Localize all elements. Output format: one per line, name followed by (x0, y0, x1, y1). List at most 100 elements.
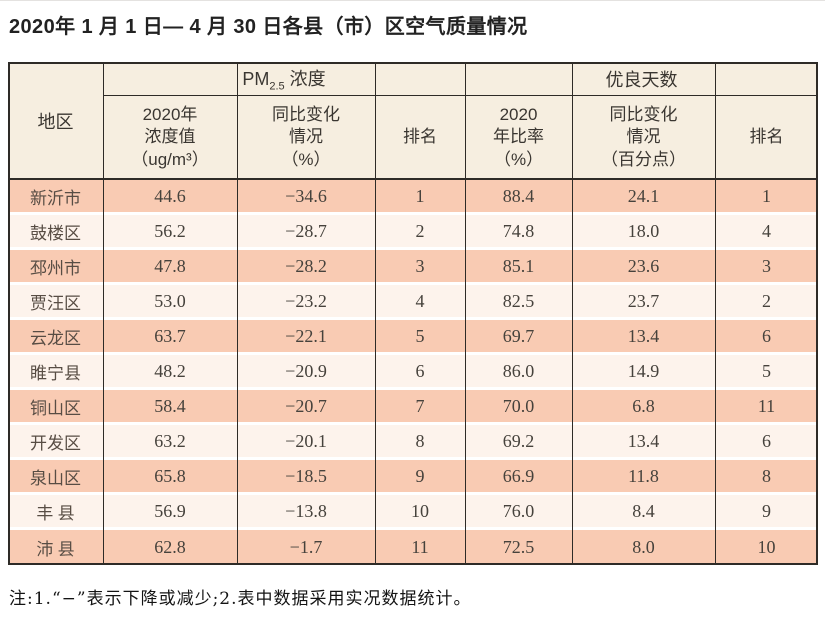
cell-good-change: 13.4 (572, 320, 716, 355)
cell-pm-change: −34.6 (237, 180, 375, 215)
cell-pm-change: −28.7 (237, 215, 375, 250)
pm25-subscript: 2.5 (269, 80, 285, 93)
header-sub-row: 2020年 浓度值 （ug/m³） 同比变化 情况 （%） 排名 2020 年比… (8, 95, 819, 180)
cell-good-rank: 8 (715, 460, 819, 495)
cell-good-rank: 11 (715, 390, 819, 425)
cell-good-rate: 74.8 (465, 215, 573, 250)
cell-pm-value: 65.8 (103, 460, 237, 495)
cell-good-rate: 82.5 (465, 285, 573, 320)
header-gooddays-change: 同比变化 情况 （百分点） (572, 95, 716, 180)
page-top-divider (0, 0, 825, 1)
cell-good-change: 8.4 (572, 495, 716, 530)
table-row: 沛 县 62.8 −1.7 11 72.5 8.0 10 (8, 530, 819, 565)
cell-region: 睢宁县 (8, 355, 103, 390)
table-row: 新沂市 44.6 −34.6 1 88.4 24.1 1 (8, 180, 819, 215)
air-quality-table-container: 地区 PM2.5 浓度 优良天数 2020年 浓度值 （ug/m³） 同比变化 … (8, 62, 819, 565)
cell-good-rate: 88.4 (465, 180, 573, 215)
cell-good-change: 6.8 (572, 390, 716, 425)
cell-good-rank: 9 (715, 495, 819, 530)
air-quality-table: 地区 PM2.5 浓度 优良天数 2020年 浓度值 （ug/m³） 同比变化 … (8, 62, 819, 565)
header-pm-change: 同比变化 情况 （%） (237, 95, 375, 180)
cell-good-rate: 72.5 (465, 530, 573, 565)
cell-good-change: 14.9 (572, 355, 716, 390)
cell-pm-rank: 6 (375, 355, 466, 390)
cell-good-change: 8.0 (572, 530, 716, 565)
pm25-label-suffix: 浓度 (284, 68, 326, 89)
cell-pm-change: −1.7 (237, 530, 375, 565)
table-row: 铜山区 58.4 −20.7 7 70.0 6.8 11 (8, 390, 819, 425)
cell-pm-rank: 8 (375, 425, 466, 460)
cell-pm-rank: 3 (375, 250, 466, 285)
header-pm-rank: 排名 (375, 95, 466, 180)
header-gooddays-rate: 2020 年比率 （%） (465, 95, 573, 180)
header-region: 地区 (8, 62, 103, 180)
cell-pm-rank: 10 (375, 495, 466, 530)
cell-pm-change: −13.8 (237, 495, 375, 530)
cell-good-rate: 69.2 (465, 425, 573, 460)
cell-good-rate: 70.0 (465, 390, 573, 425)
table-body: 新沂市 44.6 −34.6 1 88.4 24.1 1 鼓楼区 56.2 −2… (8, 180, 819, 565)
table-row: 邳州市 47.8 −28.2 3 85.1 23.6 3 (8, 250, 819, 285)
header-group-row: 地区 PM2.5 浓度 优良天数 (8, 62, 819, 180)
cell-good-rank: 4 (715, 215, 819, 250)
table-row: 贾汪区 53.0 −23.2 4 82.5 23.7 2 (8, 285, 819, 320)
cell-good-rank: 6 (715, 320, 819, 355)
cell-good-rank: 5 (715, 355, 819, 390)
cell-pm-value: 58.4 (103, 390, 237, 425)
cell-pm-value: 56.9 (103, 495, 237, 530)
cell-good-change: 11.8 (572, 460, 716, 495)
cell-pm-rank: 5 (375, 320, 466, 355)
cell-pm-value: 63.2 (103, 425, 237, 460)
cell-region: 泉山区 (8, 460, 103, 495)
cell-good-rate: 76.0 (465, 495, 573, 530)
header-pm25-group: PM2.5 浓度 (103, 62, 466, 95)
cell-good-rate: 66.9 (465, 460, 573, 495)
cell-pm-change: −23.2 (237, 285, 375, 320)
cell-good-rate: 85.1 (465, 250, 573, 285)
cell-pm-value: 63.7 (103, 320, 237, 355)
cell-good-rate: 69.7 (465, 320, 573, 355)
cell-region: 邳州市 (8, 250, 103, 285)
cell-good-rank: 6 (715, 425, 819, 460)
page-title: 2020年 1 月 1 日— 4 月 30 日各县（市）区空气质量情况 (9, 16, 528, 38)
cell-pm-rank: 2 (375, 215, 466, 250)
table-row: 睢宁县 48.2 −20.9 6 86.0 14.9 5 (8, 355, 819, 390)
cell-region: 沛 县 (8, 530, 103, 565)
table-row: 泉山区 65.8 −18.5 9 66.9 11.8 8 (8, 460, 819, 495)
pm25-label-prefix: PM (242, 68, 270, 89)
cell-pm-value: 53.0 (103, 285, 237, 320)
cell-pm-rank: 11 (375, 530, 466, 565)
cell-pm-change: −18.5 (237, 460, 375, 495)
cell-good-rank: 1 (715, 180, 819, 215)
cell-region: 鼓楼区 (8, 215, 103, 250)
table-row: 开发区 63.2 −20.1 8 69.2 13.4 6 (8, 425, 819, 460)
cell-good-change: 18.0 (572, 215, 716, 250)
table-row: 鼓楼区 56.2 −28.7 2 74.8 18.0 4 (8, 215, 819, 250)
header-pm-concentration: 2020年 浓度值 （ug/m³） (103, 95, 237, 180)
cell-good-change: 23.6 (572, 250, 716, 285)
cell-good-change: 13.4 (572, 425, 716, 460)
cell-pm-value: 62.8 (103, 530, 237, 565)
cell-pm-value: 44.6 (103, 180, 237, 215)
table-header: 地区 PM2.5 浓度 优良天数 2020年 浓度值 （ug/m³） 同比变化 … (8, 62, 819, 180)
footnote: 注:1.“−”表示下降或减少;2.表中数据采用实况数据统计。 (9, 589, 472, 609)
cell-good-rank: 10 (715, 530, 819, 565)
cell-pm-change: −28.2 (237, 250, 375, 285)
cell-good-rank: 2 (715, 285, 819, 320)
cell-pm-rank: 1 (375, 180, 466, 215)
table-row: 云龙区 63.7 −22.1 5 69.7 13.4 6 (8, 320, 819, 355)
cell-region: 云龙区 (8, 320, 103, 355)
cell-pm-value: 48.2 (103, 355, 237, 390)
cell-good-rate: 86.0 (465, 355, 573, 390)
cell-region: 新沂市 (8, 180, 103, 215)
cell-pm-value: 47.8 (103, 250, 237, 285)
cell-pm-change: −20.7 (237, 390, 375, 425)
cell-pm-change: −20.1 (237, 425, 375, 460)
cell-good-rank: 3 (715, 250, 819, 285)
cell-pm-change: −22.1 (237, 320, 375, 355)
cell-region: 铜山区 (8, 390, 103, 425)
cell-pm-change: −20.9 (237, 355, 375, 390)
cell-pm-value: 56.2 (103, 215, 237, 250)
cell-region: 开发区 (8, 425, 103, 460)
cell-pm-rank: 9 (375, 460, 466, 495)
